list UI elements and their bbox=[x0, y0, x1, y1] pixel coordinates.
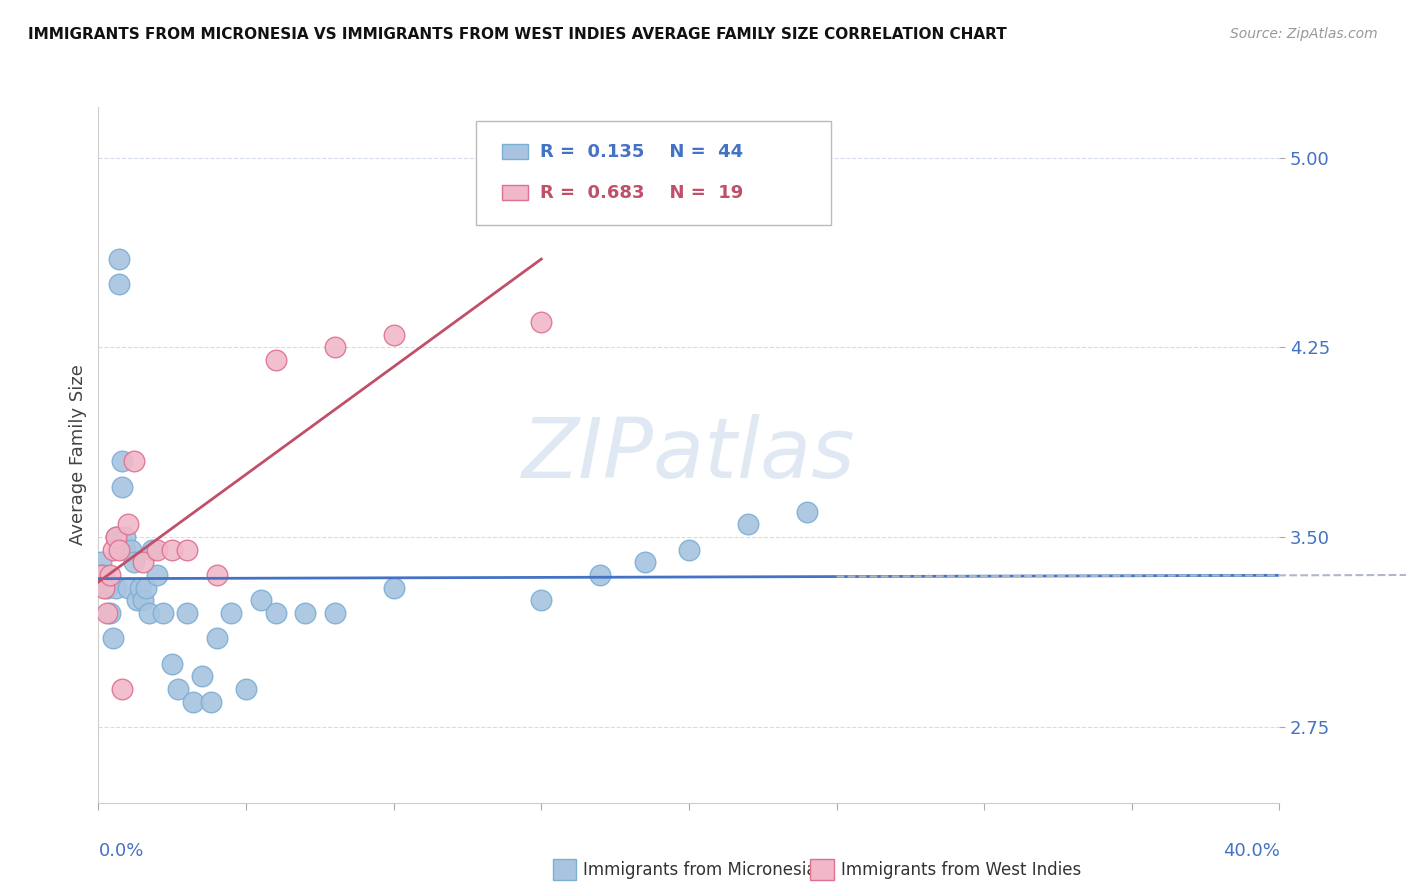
Point bbox=[103, 542, 125, 557]
Point bbox=[191, 669, 214, 683]
Text: IMMIGRANTS FROM MICRONESIA VS IMMIGRANTS FROM WEST INDIES AVERAGE FAMILY SIZE CO: IMMIGRANTS FROM MICRONESIA VS IMMIGRANTS… bbox=[28, 27, 1007, 42]
Point bbox=[111, 681, 134, 696]
Point bbox=[96, 606, 118, 620]
Point bbox=[235, 681, 257, 696]
Point bbox=[98, 606, 121, 620]
Point bbox=[105, 581, 128, 595]
Point bbox=[108, 277, 131, 292]
Point bbox=[264, 353, 287, 368]
Point bbox=[138, 606, 160, 620]
Point bbox=[382, 581, 405, 595]
Point bbox=[105, 530, 128, 544]
Point bbox=[294, 606, 316, 620]
Point bbox=[146, 568, 169, 582]
Point bbox=[181, 695, 204, 709]
Point bbox=[105, 530, 128, 544]
Point bbox=[167, 681, 190, 696]
Point bbox=[90, 556, 112, 570]
Point bbox=[117, 517, 139, 532]
Point bbox=[114, 542, 136, 557]
Text: 40.0%: 40.0% bbox=[1223, 842, 1279, 860]
Point bbox=[108, 542, 131, 557]
Point bbox=[135, 581, 157, 595]
Point bbox=[125, 593, 148, 607]
Point bbox=[634, 556, 657, 570]
Text: Source: ZipAtlas.com: Source: ZipAtlas.com bbox=[1230, 27, 1378, 41]
Text: Immigrants from West Indies: Immigrants from West Indies bbox=[841, 861, 1081, 879]
Point bbox=[323, 606, 346, 620]
FancyBboxPatch shape bbox=[477, 121, 831, 226]
Y-axis label: Average Family Size: Average Family Size bbox=[69, 365, 87, 545]
Point bbox=[162, 657, 183, 671]
Point bbox=[737, 517, 759, 532]
Point bbox=[200, 695, 222, 709]
Point bbox=[176, 606, 198, 620]
Point bbox=[114, 530, 136, 544]
Point bbox=[90, 568, 112, 582]
Point bbox=[146, 542, 169, 557]
Point bbox=[382, 327, 405, 342]
Point bbox=[221, 606, 243, 620]
Point bbox=[250, 593, 273, 607]
Point bbox=[98, 568, 121, 582]
Point bbox=[120, 542, 142, 557]
Point bbox=[111, 454, 134, 468]
Point bbox=[205, 632, 228, 646]
Point bbox=[205, 568, 228, 582]
Point bbox=[323, 340, 346, 354]
Text: R =  0.683    N =  19: R = 0.683 N = 19 bbox=[540, 184, 744, 202]
Point bbox=[117, 581, 139, 595]
Point bbox=[103, 632, 125, 646]
Point bbox=[122, 556, 145, 570]
Point bbox=[152, 606, 174, 620]
FancyBboxPatch shape bbox=[502, 144, 529, 159]
Point bbox=[264, 606, 287, 620]
Point bbox=[530, 593, 553, 607]
Point bbox=[128, 581, 150, 595]
Point bbox=[111, 479, 134, 493]
Point bbox=[589, 568, 612, 582]
Text: Immigrants from Micronesia: Immigrants from Micronesia bbox=[583, 861, 817, 879]
Point bbox=[93, 581, 115, 595]
Point bbox=[108, 252, 131, 266]
Point bbox=[96, 581, 118, 595]
Point bbox=[132, 556, 155, 570]
Point bbox=[530, 315, 553, 329]
Point bbox=[122, 454, 145, 468]
Text: 0.0%: 0.0% bbox=[98, 842, 143, 860]
Point bbox=[176, 542, 198, 557]
Point bbox=[141, 542, 163, 557]
Point bbox=[132, 593, 155, 607]
Point bbox=[93, 568, 115, 582]
Text: ZIPatlas: ZIPatlas bbox=[522, 415, 856, 495]
Point bbox=[162, 542, 183, 557]
Point bbox=[678, 542, 700, 557]
Point bbox=[796, 505, 818, 519]
Text: R =  0.135    N =  44: R = 0.135 N = 44 bbox=[540, 143, 744, 161]
FancyBboxPatch shape bbox=[502, 185, 529, 201]
